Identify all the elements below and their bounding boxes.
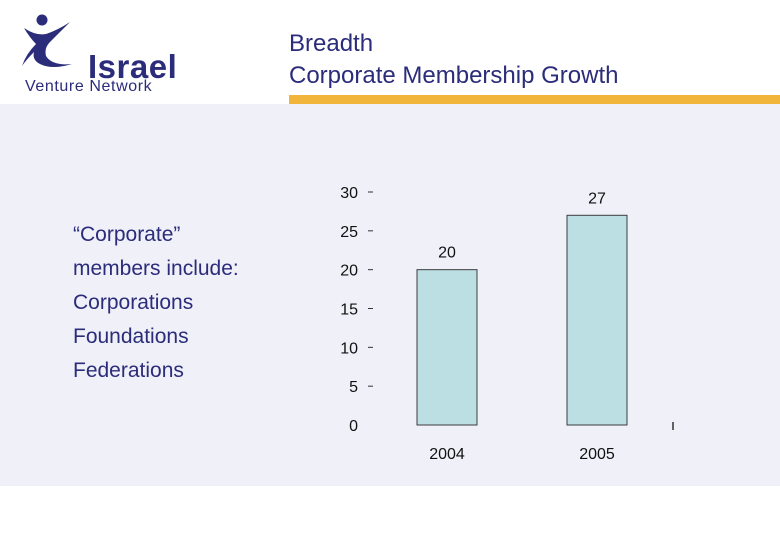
x-category-label: 2004 — [429, 446, 465, 463]
y-tick-label: 5 — [349, 379, 358, 396]
y-tick-label: 15 — [340, 302, 358, 319]
israel-venture-network-logo: Israel Venture Network — [22, 14, 182, 98]
y-tick-label: 20 — [340, 263, 358, 280]
description-line-2: members include: — [73, 257, 239, 280]
data-label-2004: 20 — [438, 245, 456, 262]
content-panel — [0, 104, 780, 486]
description-line-4: Foundations — [73, 325, 189, 348]
bar-2005 — [566, 214, 628, 426]
y-tick-label: 10 — [340, 340, 358, 357]
title-accent-bar — [289, 95, 780, 104]
bar-2004 — [416, 269, 478, 426]
slide-title: Breadth Corporate Membership Growth — [289, 28, 618, 92]
stick-figure-logo-icon — [22, 14, 72, 67]
y-tick-label: 30 — [340, 185, 358, 202]
data-label-2005: 27 — [588, 190, 606, 207]
y-tick-label: 25 — [340, 224, 358, 241]
title-line-2: Corporate Membership Growth — [289, 62, 619, 89]
description-line-3: Corporations — [73, 291, 194, 314]
members-description: “Corporate” members include: Corporation… — [73, 218, 239, 388]
logo-wordmark: Israel — [88, 48, 178, 85]
description-line-1: “Corporate” — [73, 223, 181, 246]
y-tick-label: 0 — [349, 418, 358, 435]
logo-subtitle: Venture Network — [25, 78, 153, 95]
x-category-label: 2005 — [579, 446, 615, 463]
title-line-1: Breadth — [289, 30, 374, 57]
description-line-5: Federations — [73, 359, 184, 382]
slide-header: Israel Venture Network Breadth Corporate… — [0, 0, 780, 104]
